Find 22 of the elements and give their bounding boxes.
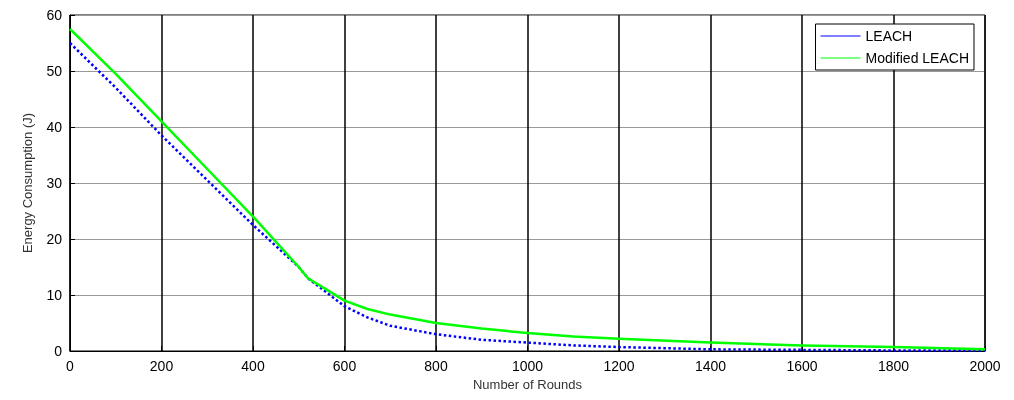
y-tick-label: 40 bbox=[46, 119, 63, 135]
x-tick-label: 600 bbox=[332, 358, 357, 374]
x-tick-label: 2000 bbox=[969, 358, 1001, 374]
x-tick-label: 1800 bbox=[877, 358, 910, 374]
x-tick-label: 200 bbox=[149, 358, 174, 374]
x-axis-title: Number of Rounds bbox=[472, 376, 583, 392]
y-tick-label: 10 bbox=[46, 287, 63, 303]
y-axis-title: Energy Consumption (J) bbox=[20, 112, 35, 254]
x-tick-label: 800 bbox=[424, 358, 448, 374]
legend-label: LEACH bbox=[865, 28, 913, 44]
x-tick-label: 1400 bbox=[694, 358, 727, 374]
y-tick-label: 20 bbox=[46, 231, 63, 247]
y-tick-label: 0 bbox=[54, 343, 63, 359]
legend-label: Modified LEACH bbox=[865, 50, 970, 66]
y-tick-label: 60 bbox=[46, 7, 63, 23]
y-tick-label: 30 bbox=[46, 175, 63, 191]
x-tick-label: 1200 bbox=[603, 358, 635, 374]
y-tick-label: 50 bbox=[46, 63, 63, 79]
x-tick-label: 1600 bbox=[786, 358, 818, 374]
x-tick-label: 400 bbox=[241, 358, 265, 374]
x-tick-label: 0 bbox=[66, 358, 75, 374]
x-tick-label: 1000 bbox=[511, 358, 544, 374]
